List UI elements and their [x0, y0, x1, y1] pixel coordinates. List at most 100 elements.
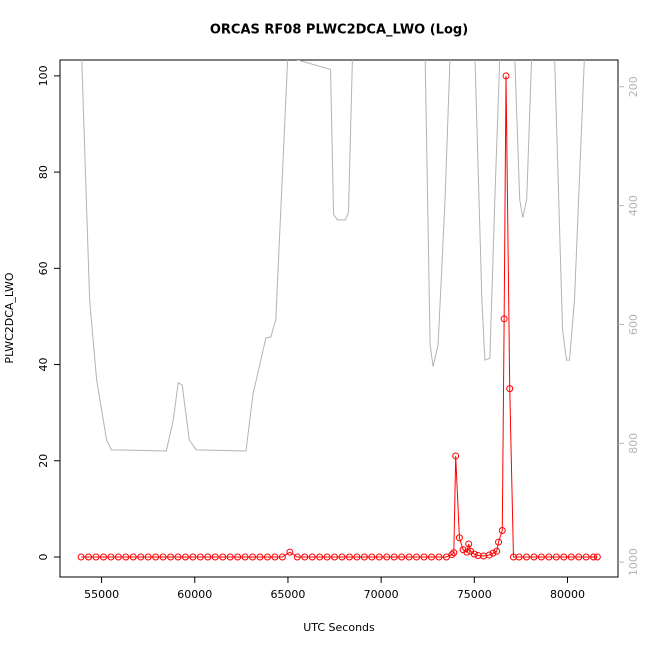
data-point	[152, 553, 160, 561]
x-tick-label: 75000	[457, 588, 492, 601]
data-point	[442, 553, 450, 561]
data-point	[383, 553, 391, 561]
data-point	[552, 553, 560, 561]
data-point	[427, 553, 435, 561]
data-point	[85, 553, 93, 561]
data-point	[360, 553, 368, 561]
y-tick-label: 100	[37, 65, 50, 86]
data-point	[506, 385, 514, 393]
data-point	[226, 553, 234, 561]
data-point	[219, 553, 227, 561]
y-tick-label: 0	[37, 553, 50, 560]
data-point	[77, 553, 85, 561]
x-tick-label: 55000	[84, 588, 119, 601]
data-point	[500, 315, 508, 323]
data-point	[515, 553, 523, 561]
data-point	[249, 553, 257, 561]
y2-tick-label: 200	[627, 76, 640, 97]
data-point	[301, 553, 309, 561]
series-line	[81, 75, 598, 558]
y2-tick-label: 1000	[627, 548, 640, 576]
data-point	[593, 553, 601, 561]
data-point	[368, 553, 376, 561]
y2-tick-label: 600	[627, 314, 640, 335]
data-point	[498, 527, 506, 535]
data-point	[144, 553, 152, 561]
data-point	[470, 550, 478, 558]
x-tick-label: 70000	[364, 588, 399, 601]
data-point	[211, 553, 219, 561]
plot-area	[77, 60, 601, 561]
chart-title: ORCAS RF08 PLWC2DCA_LWO (Log)	[210, 23, 468, 38]
y-axis-label: PLWC2DCA_LWO	[3, 272, 16, 363]
y-tick-label: 60	[37, 261, 50, 275]
data-point	[575, 553, 583, 561]
data-point	[263, 553, 271, 561]
x-tick-label: 65000	[270, 588, 305, 601]
x-tick-label: 60000	[177, 588, 212, 601]
data-point	[92, 553, 100, 561]
data-point	[122, 553, 130, 561]
data-point	[241, 553, 249, 561]
data-point	[463, 548, 471, 556]
data-point	[448, 551, 456, 559]
data-point	[489, 549, 497, 557]
data-point	[455, 534, 463, 542]
data-point	[159, 553, 167, 561]
y-tick-label: 80	[37, 165, 50, 179]
data-point	[107, 553, 115, 561]
data-point	[99, 553, 107, 561]
data-point	[293, 553, 301, 561]
data-point	[196, 553, 204, 561]
data-point	[271, 553, 279, 561]
data-point	[582, 553, 590, 561]
data-point	[405, 553, 413, 561]
data-point	[204, 553, 212, 561]
data-point	[398, 553, 406, 561]
data-point	[450, 549, 458, 557]
data-point	[167, 553, 175, 561]
data-point	[316, 553, 324, 561]
data-point	[234, 553, 242, 561]
data-point	[174, 553, 182, 561]
data-point	[375, 553, 383, 561]
data-point	[459, 546, 467, 554]
y2-tick-label: 800	[627, 433, 640, 454]
data-point	[323, 553, 331, 561]
data-point	[493, 547, 501, 555]
data-point	[256, 553, 264, 561]
data-point	[485, 551, 493, 559]
plot-box	[59, 59, 619, 578]
series-line	[81, 60, 585, 452]
data-point	[129, 553, 137, 561]
data-point	[413, 553, 421, 561]
data-point	[435, 553, 443, 561]
data-point	[502, 72, 510, 80]
data-point	[465, 540, 473, 548]
data-point	[345, 553, 353, 561]
data-point	[545, 553, 553, 561]
data-point	[537, 553, 545, 561]
x-axis-label: UTC Seconds	[303, 621, 375, 634]
y2-tick-label: 400	[627, 195, 640, 216]
data-point	[495, 538, 503, 546]
data-point	[181, 553, 189, 561]
data-point	[560, 553, 568, 561]
data-point	[189, 553, 197, 561]
data-point	[530, 553, 538, 561]
data-point	[308, 553, 316, 561]
data-point	[390, 553, 398, 561]
data-point	[353, 553, 361, 561]
data-point	[331, 553, 339, 561]
data-point	[567, 553, 575, 561]
data-point	[114, 553, 122, 561]
x-tick-label: 80000	[550, 588, 585, 601]
data-point	[338, 553, 346, 561]
data-point	[278, 553, 286, 561]
data-point	[590, 553, 598, 561]
data-point	[523, 553, 531, 561]
data-point	[137, 553, 145, 561]
data-point	[286, 548, 294, 556]
